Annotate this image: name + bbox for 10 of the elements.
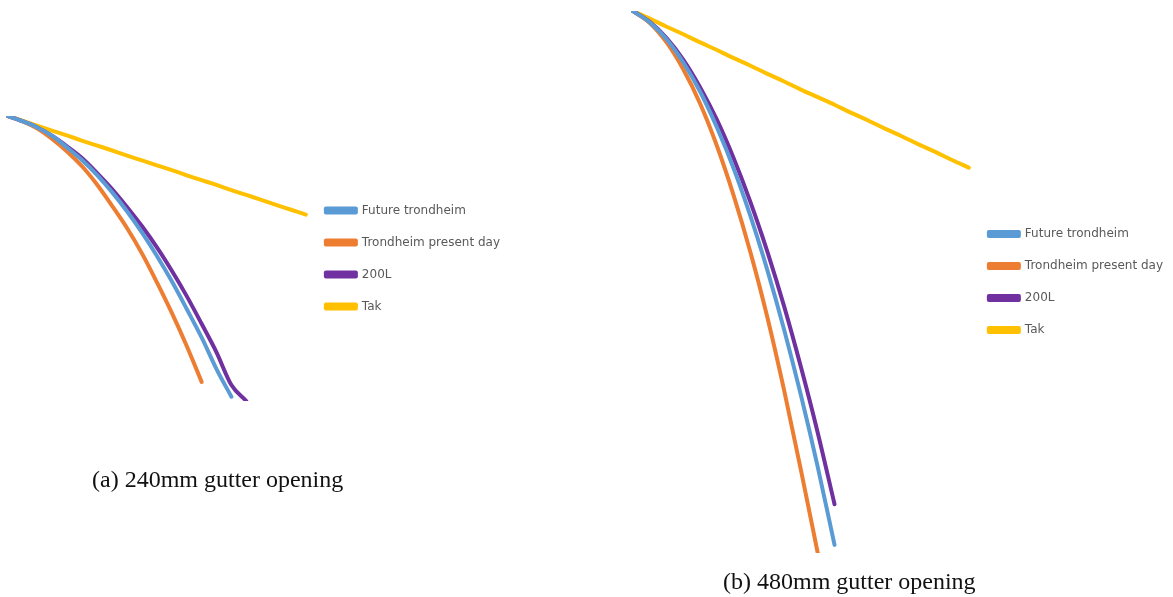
legend-label: 200L [1024, 290, 1055, 305]
legend-label: Trondheim present day [1023, 258, 1164, 273]
legend-label: 200L [361, 266, 392, 281]
legend-label: Trondheim present day [360, 234, 501, 249]
legend-label: Tak [1023, 322, 1045, 337]
legend-label: Tak [360, 298, 382, 313]
text: (b) 480mm gutter opening [723, 568, 976, 595]
legend-label: Future trondheim [1024, 226, 1129, 241]
text: (a) 240mm gutter opening [92, 466, 344, 493]
legend-label: Future trondheim [361, 202, 466, 217]
